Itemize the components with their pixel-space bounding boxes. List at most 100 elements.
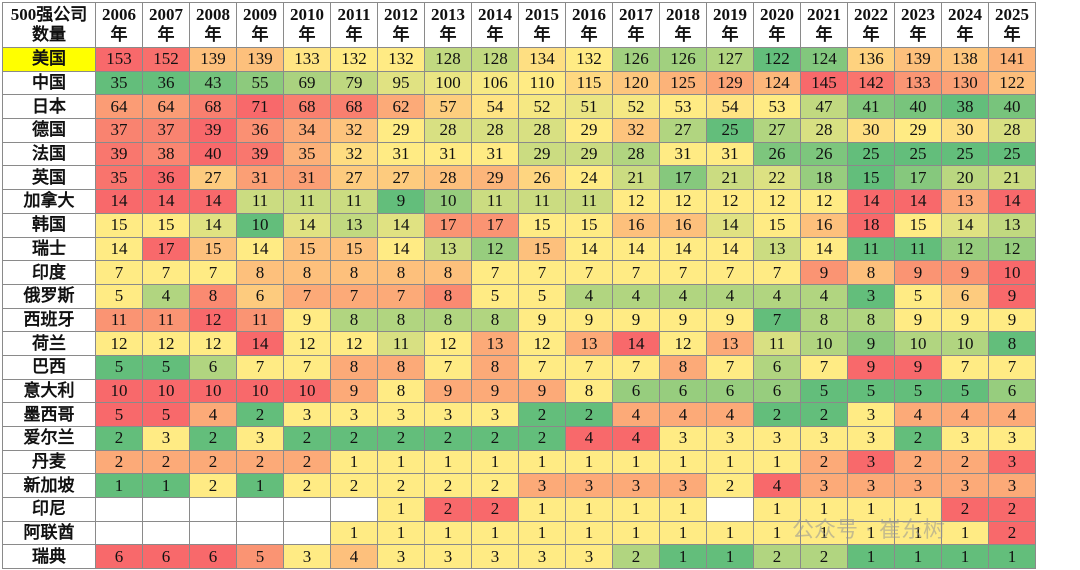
value-cell: 14 [847,189,895,214]
value-cell: 1 [659,449,707,475]
value-cell: 7 [753,260,801,285]
value-cell: 2 [189,473,237,499]
value-cell: 8 [565,378,613,404]
value-cell: 100 [424,70,472,96]
value-cell: 10 [894,331,942,356]
value-cell: 17 [142,236,190,262]
value-cell: 132 [330,47,378,72]
value-cell: 2 [800,402,848,427]
value-cell: 68 [189,94,237,120]
value-cell: 2 [988,520,1036,546]
table-row: 印尼 1 2 2 1 1 1 1 1 1 1 1 2 2 [2,497,1036,522]
value-cell: 7 [753,307,801,333]
value-cell: 25 [941,141,989,167]
value-cell: 2 [189,449,237,475]
value-cell: 38 [142,141,190,167]
table-row: 印度 7 7 7 8 8 8 8 8 7 7 7 7 7 7 7 9 8 9 9 10 [2,260,1036,285]
table-row: 巴西 5 5 6 7 7 8 8 7 8 7 7 7 8 7 6 7 9 9 7 7 [2,354,1036,380]
value-cell: 7 [236,354,284,380]
value-cell [236,520,284,546]
value-cell: 11 [518,189,566,214]
value-cell: 4 [800,283,848,309]
value-cell: 2 [377,426,425,451]
value-cell: 6 [988,378,1036,404]
year-header: 2023年 [894,2,942,48]
country-name: 丹麦 [2,449,96,475]
value-cell: 5 [471,283,519,309]
value-cell: 3 [330,402,378,427]
value-cell: 5 [142,402,190,427]
value-cell: 4 [612,402,660,427]
value-cell: 7 [95,260,143,285]
value-cell: 27 [659,118,707,143]
value-cell: 68 [330,94,378,120]
value-cell: 22 [753,165,801,191]
value-cell: 5 [941,378,989,404]
value-cell: 1 [988,544,1036,570]
value-cell: 8 [189,283,237,309]
value-cell: 4 [706,283,754,309]
value-cell: 3 [988,426,1036,451]
value-cell: 14 [565,236,613,262]
value-cell: 5 [95,354,143,380]
value-cell: 4 [753,283,801,309]
year-header: 2011年 [330,2,378,48]
value-cell: 52 [518,94,566,120]
value-cell: 1 [236,473,284,499]
value-cell: 10 [800,331,848,356]
value-cell: 106 [471,70,519,96]
value-cell: 7 [283,354,331,380]
country-name: 墨西哥 [2,402,96,427]
value-cell: 8 [377,378,425,404]
value-cell: 37 [95,118,143,143]
table-row: 墨西哥 5 5 4 2 3 3 3 3 3 2 2 4 4 4 2 2 3 4 4 4 [2,402,1036,427]
value-cell: 2 [894,426,942,451]
value-cell [95,497,143,522]
value-cell: 1 [612,520,660,546]
value-cell: 14 [95,189,143,214]
value-cell: 14 [800,236,848,262]
value-cell: 8 [377,354,425,380]
value-cell: 1 [659,544,707,570]
value-cell: 79 [330,70,378,96]
value-cell: 12 [189,307,237,333]
value-cell: 3 [283,402,331,427]
table-row: 韩国 15 15 14 10 14 13 14 17 17 15 15 16 16 14 15 16 18 15 14… [2,212,1036,238]
country-name: 阿联酋 [2,520,96,546]
value-cell: 2 [518,402,566,427]
value-cell [189,520,237,546]
value-cell: 4 [659,402,707,427]
value-cell: 3 [847,402,895,427]
value-cell: 1 [565,520,613,546]
value-cell: 7 [659,260,707,285]
country-name: 俄罗斯 [2,283,96,309]
value-cell: 9 [518,378,566,404]
value-cell: 21 [988,165,1036,191]
value-cell: 132 [565,47,613,72]
year-header: 2025年 [988,2,1036,48]
value-cell: 139 [894,47,942,72]
value-cell: 9 [518,307,566,333]
value-cell: 7 [471,260,519,285]
value-cell: 64 [142,94,190,120]
year-header: 2018年 [659,2,707,48]
value-cell: 120 [612,70,660,96]
value-cell: 3 [518,544,566,570]
value-cell: 8 [283,260,331,285]
value-cell: 55 [236,70,284,96]
value-cell: 29 [518,141,566,167]
value-cell: 27 [753,118,801,143]
value-cell: 11 [236,307,284,333]
value-cell: 2 [518,426,566,451]
value-cell: 13 [706,331,754,356]
value-cell: 3 [800,426,848,451]
value-cell: 4 [753,473,801,499]
table-body: 美国 153 152 139 139 133 132 132 128 128 134 132 126 12… [2,47,1036,570]
table-row: 西班牙 11 11 12 11 9 8 8 8 8 9 9 9 9 9 7 8 8 9 9 9 [2,307,1036,333]
country-name: 日本 [2,94,96,120]
value-cell: 9 [283,307,331,333]
value-cell: 30 [941,118,989,143]
value-cell: 13 [941,189,989,214]
value-cell: 1 [941,544,989,570]
value-cell: 35 [95,70,143,96]
